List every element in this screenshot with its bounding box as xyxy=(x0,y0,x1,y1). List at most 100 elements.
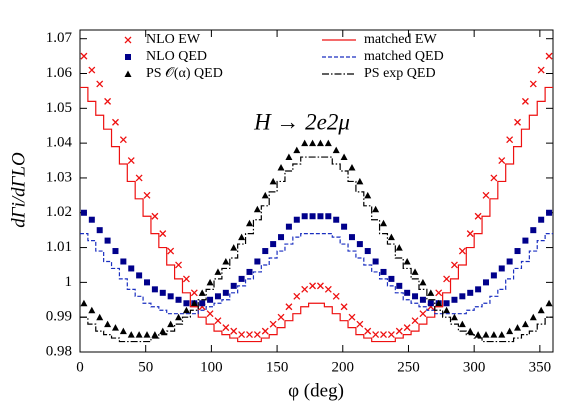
triangle-marker xyxy=(443,306,451,314)
cross-marker xyxy=(411,317,419,325)
triangle-marker xyxy=(277,164,285,171)
cross-marker xyxy=(340,303,348,311)
cross-marker xyxy=(238,331,246,339)
square-marker xyxy=(427,300,434,307)
cross-marker xyxy=(332,292,340,300)
triangle-marker xyxy=(309,139,317,147)
square-marker xyxy=(246,268,253,275)
square-marker xyxy=(380,268,387,275)
triangle-marker xyxy=(419,278,427,286)
square-marker xyxy=(467,289,474,296)
square-marker xyxy=(498,265,505,272)
y-tick-label: 1.06 xyxy=(46,65,73,81)
cross-marker xyxy=(419,310,427,318)
cross-marker xyxy=(482,191,490,199)
triangle-marker xyxy=(230,244,238,251)
cross-marker xyxy=(269,320,277,328)
triangle-marker xyxy=(537,306,545,314)
legend-label: NLO QED xyxy=(146,49,207,64)
cross-marker xyxy=(316,282,324,290)
triangle-marker xyxy=(545,299,553,307)
cross-marker xyxy=(301,285,309,293)
square-marker xyxy=(136,272,143,279)
x-tick-label: 300 xyxy=(463,359,486,375)
cross-marker xyxy=(529,80,537,88)
y-tick-label: 1 xyxy=(65,274,73,290)
triangle-marker xyxy=(80,299,88,307)
square-marker xyxy=(482,279,489,286)
square-marker xyxy=(104,237,111,244)
triangle-marker xyxy=(198,289,206,296)
triangle-marker xyxy=(364,191,372,199)
square-marker xyxy=(285,223,292,230)
triangle-marker xyxy=(340,153,348,161)
square-marker xyxy=(230,282,237,289)
cross-marker xyxy=(364,327,372,335)
triangle-marker xyxy=(521,320,529,328)
y-tick-label: 0.98 xyxy=(46,343,72,359)
triangle-marker xyxy=(261,191,269,199)
triangle-marker xyxy=(324,139,332,147)
square-marker xyxy=(88,216,95,223)
cross-marker xyxy=(175,261,183,269)
x-tick-label: 150 xyxy=(266,359,289,375)
square-marker xyxy=(396,282,403,289)
triangle-marker xyxy=(96,313,104,321)
triangle-marker xyxy=(135,331,143,338)
cross-marker xyxy=(490,174,498,182)
cross-marker xyxy=(309,282,317,290)
y-tick-label: 1.03 xyxy=(46,169,72,185)
square-marker xyxy=(459,293,466,300)
square-marker xyxy=(372,258,379,265)
square-marker xyxy=(317,213,324,220)
triangle-marker xyxy=(466,327,474,335)
cross-marker xyxy=(372,331,380,339)
square-marker xyxy=(270,241,277,248)
triangle-marker xyxy=(222,257,230,265)
triangle-marker xyxy=(119,327,127,335)
legend-label: matched EW xyxy=(364,32,437,47)
cross-marker xyxy=(80,52,88,60)
legend-label: matched QED xyxy=(364,49,444,64)
cross-marker xyxy=(293,292,301,300)
cross-marker xyxy=(285,303,293,311)
cross-marker xyxy=(190,289,198,297)
cross-marker xyxy=(380,331,387,339)
square-marker xyxy=(80,209,87,216)
triangle-marker xyxy=(458,320,466,328)
triangle-marker xyxy=(514,324,522,331)
triangle-marker xyxy=(214,268,222,275)
triangle-marker xyxy=(411,268,419,275)
cross-marker xyxy=(506,136,514,144)
triangle-marker xyxy=(143,331,151,338)
square-marker xyxy=(254,258,261,265)
cross-marker xyxy=(514,118,521,126)
cross-marker xyxy=(403,324,411,332)
square-marker xyxy=(404,289,411,296)
square-marker xyxy=(175,296,182,303)
square-marker xyxy=(222,289,229,296)
cross-marker xyxy=(545,52,553,60)
cross-marker xyxy=(474,212,482,220)
cross-marker xyxy=(127,157,135,165)
cross-marker xyxy=(104,97,112,105)
cross-marker xyxy=(119,136,127,144)
cross-marker xyxy=(230,327,238,335)
triangle-marker xyxy=(482,331,490,338)
y-tick-label: 1.02 xyxy=(46,204,72,220)
triangle-marker xyxy=(88,306,96,314)
y-axis-label: dΓi/dΓLO xyxy=(8,152,29,228)
square-marker xyxy=(443,300,450,307)
triangle-marker xyxy=(293,146,301,154)
cross-marker xyxy=(214,317,222,325)
cross-marker xyxy=(112,118,119,126)
square-marker xyxy=(128,265,135,272)
square-marker xyxy=(278,234,285,241)
triangle-marker xyxy=(253,205,261,213)
triangle-marker xyxy=(151,331,159,338)
cross-marker xyxy=(498,157,506,165)
square-marker xyxy=(293,216,300,223)
y-tick-label: 1.07 xyxy=(46,30,73,46)
triangle-marker xyxy=(238,233,246,241)
